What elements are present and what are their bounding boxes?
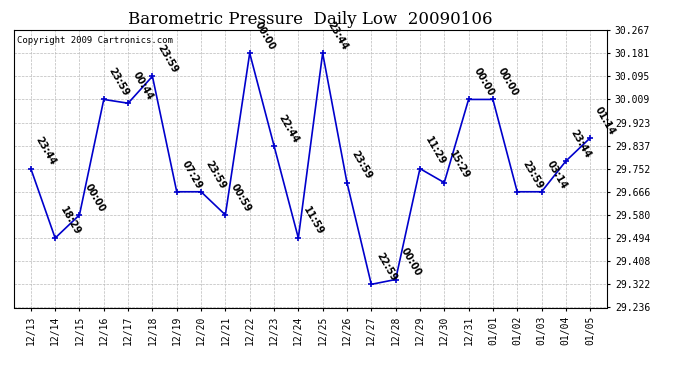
Text: 22:44: 22:44 bbox=[277, 112, 301, 144]
Text: 23:59: 23:59 bbox=[520, 159, 544, 190]
Text: 23:44: 23:44 bbox=[326, 20, 350, 52]
Title: Barometric Pressure  Daily Low  20090106: Barometric Pressure Daily Low 20090106 bbox=[128, 12, 493, 28]
Text: 00:44: 00:44 bbox=[131, 70, 155, 102]
Text: 00:59: 00:59 bbox=[228, 182, 253, 214]
Text: Copyright 2009 Cartronics.com: Copyright 2009 Cartronics.com bbox=[17, 36, 172, 45]
Text: 23:59: 23:59 bbox=[350, 149, 374, 181]
Text: 11:59: 11:59 bbox=[302, 205, 326, 237]
Text: 18:29: 18:29 bbox=[58, 205, 82, 237]
Text: 01:14: 01:14 bbox=[593, 105, 618, 136]
Text: 23:59: 23:59 bbox=[107, 66, 131, 98]
Text: 15:29: 15:29 bbox=[447, 149, 471, 181]
Text: 03:14: 03:14 bbox=[544, 159, 569, 190]
Text: 22:59: 22:59 bbox=[374, 251, 398, 283]
Text: 11:29: 11:29 bbox=[423, 135, 447, 167]
Text: 23:59: 23:59 bbox=[155, 43, 179, 75]
Text: 00:00: 00:00 bbox=[496, 66, 520, 98]
Text: 00:00: 00:00 bbox=[471, 66, 495, 98]
Text: 00:00: 00:00 bbox=[82, 182, 106, 214]
Text: 07:29: 07:29 bbox=[179, 159, 204, 190]
Text: 23:44: 23:44 bbox=[34, 135, 58, 167]
Text: 23:44: 23:44 bbox=[569, 128, 593, 160]
Text: 23:59: 23:59 bbox=[204, 159, 228, 190]
Text: 00:00: 00:00 bbox=[399, 246, 423, 278]
Text: 00:00: 00:00 bbox=[253, 20, 277, 52]
